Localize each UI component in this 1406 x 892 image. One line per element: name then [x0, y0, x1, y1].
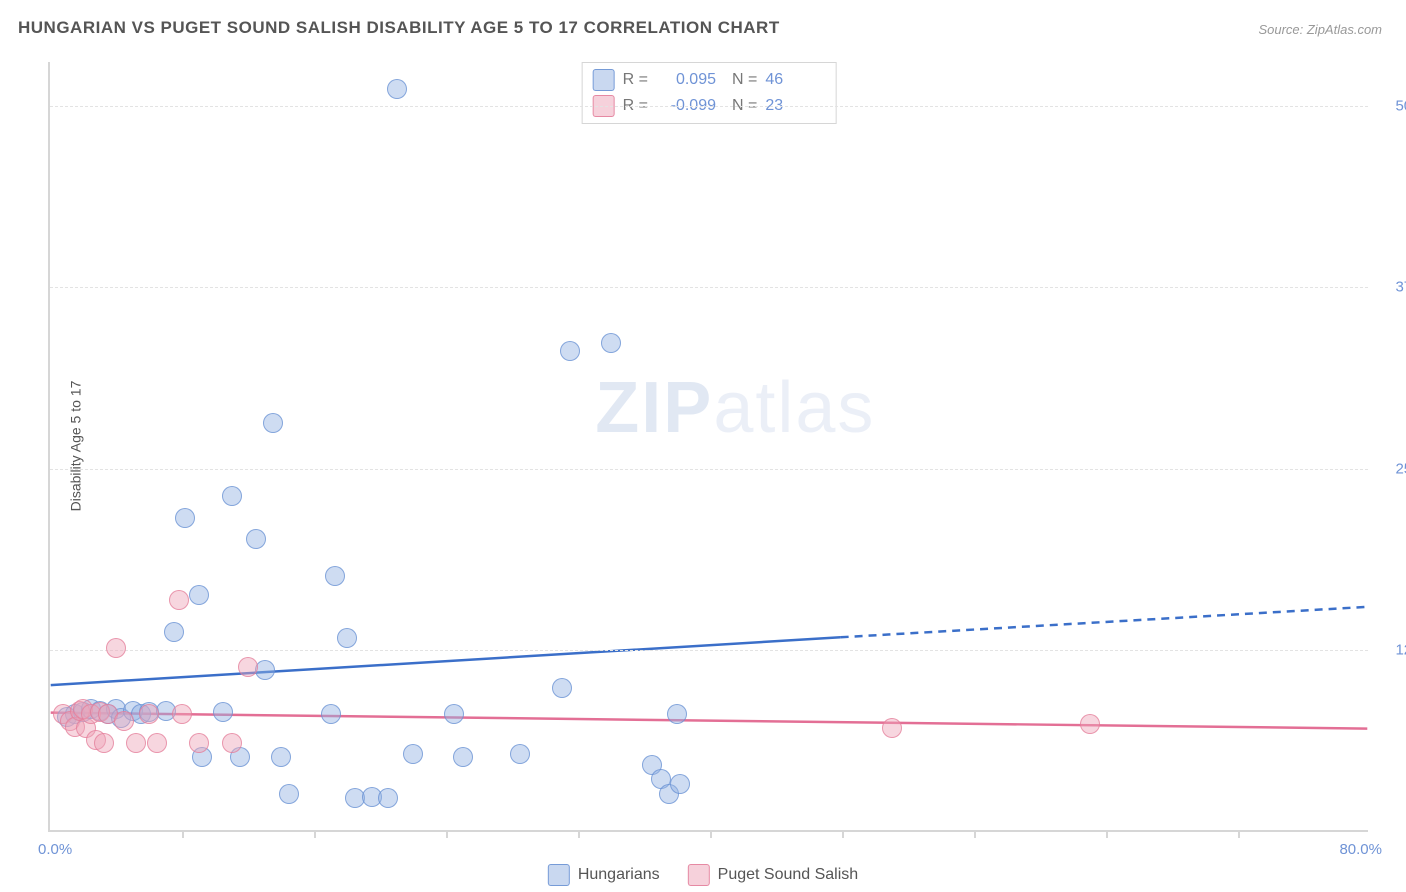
- scatter-plot-area: ZIPatlas R = 0.095 N = 46 R = -0.099 N =…: [48, 62, 1368, 832]
- y-tick-label: 12.5%: [1378, 642, 1406, 659]
- data-point: [222, 733, 242, 753]
- data-point: [1080, 714, 1100, 734]
- stat-label: R =: [623, 71, 648, 89]
- data-point: [510, 744, 530, 764]
- stats-legend-box: R = 0.095 N = 46 R = -0.099 N = 23: [582, 62, 837, 124]
- data-point: [139, 704, 159, 724]
- trend-lines-layer: [50, 62, 1368, 830]
- data-point: [271, 747, 291, 767]
- gridline: [50, 287, 1368, 288]
- x-tick: [842, 830, 844, 838]
- data-point: [126, 733, 146, 753]
- data-point: [175, 508, 195, 528]
- data-point: [552, 678, 572, 698]
- stat-label: N =: [732, 71, 757, 89]
- data-point: [560, 341, 580, 361]
- gridline: [50, 106, 1368, 107]
- x-tick: [1106, 830, 1108, 838]
- gridline: [50, 469, 1368, 470]
- gridline: [50, 650, 1368, 651]
- data-point: [147, 733, 167, 753]
- stat-value: 0.095: [656, 71, 716, 89]
- data-point: [444, 704, 464, 724]
- stat-value: 46: [765, 71, 825, 89]
- x-tick: [974, 830, 976, 838]
- data-point: [263, 413, 283, 433]
- data-point: [670, 774, 690, 794]
- legend-item: Hungarians: [548, 864, 660, 886]
- data-point: [601, 333, 621, 353]
- data-point: [387, 79, 407, 99]
- data-point: [189, 585, 209, 605]
- data-point: [94, 733, 114, 753]
- trend-line: [51, 713, 1368, 729]
- x-tick: [182, 830, 184, 838]
- y-tick-label: 37.5%: [1378, 279, 1406, 296]
- data-point: [453, 747, 473, 767]
- data-point: [325, 566, 345, 586]
- x-tick: [314, 830, 316, 838]
- legend-label: Hungarians: [578, 866, 660, 884]
- x-tick: [1238, 830, 1240, 838]
- trend-line: [51, 637, 841, 685]
- x-tick: [446, 830, 448, 838]
- x-tick: [578, 830, 580, 838]
- data-point: [106, 638, 126, 658]
- data-point: [337, 628, 357, 648]
- chart-title: HUNGARIAN VS PUGET SOUND SALISH DISABILI…: [18, 18, 780, 38]
- swatch-icon: [593, 69, 615, 91]
- stats-row: R = 0.095 N = 46: [593, 67, 826, 93]
- y-tick-label: 25.0%: [1378, 460, 1406, 477]
- x-tick: [710, 830, 712, 838]
- trend-line: [841, 607, 1368, 637]
- bottom-legend: Hungarians Puget Sound Salish: [548, 864, 858, 886]
- data-point: [238, 657, 258, 677]
- data-point: [189, 733, 209, 753]
- data-point: [213, 702, 233, 722]
- data-point: [169, 590, 189, 610]
- x-axis-min-label: 0.0%: [38, 841, 72, 858]
- data-point: [114, 711, 134, 731]
- legend-label: Puget Sound Salish: [718, 866, 859, 884]
- data-point: [279, 784, 299, 804]
- swatch-icon: [548, 864, 570, 886]
- data-point: [667, 704, 687, 724]
- data-point: [222, 486, 242, 506]
- data-point: [246, 529, 266, 549]
- data-point: [403, 744, 423, 764]
- y-tick-label: 50.0%: [1378, 97, 1406, 114]
- data-point: [172, 704, 192, 724]
- data-point: [378, 788, 398, 808]
- data-point: [882, 718, 902, 738]
- source-attribution: Source: ZipAtlas.com: [1258, 22, 1382, 37]
- legend-item: Puget Sound Salish: [688, 864, 859, 886]
- data-point: [321, 704, 341, 724]
- swatch-icon: [688, 864, 710, 886]
- data-point: [164, 622, 184, 642]
- x-axis-max-label: 80.0%: [1339, 841, 1382, 858]
